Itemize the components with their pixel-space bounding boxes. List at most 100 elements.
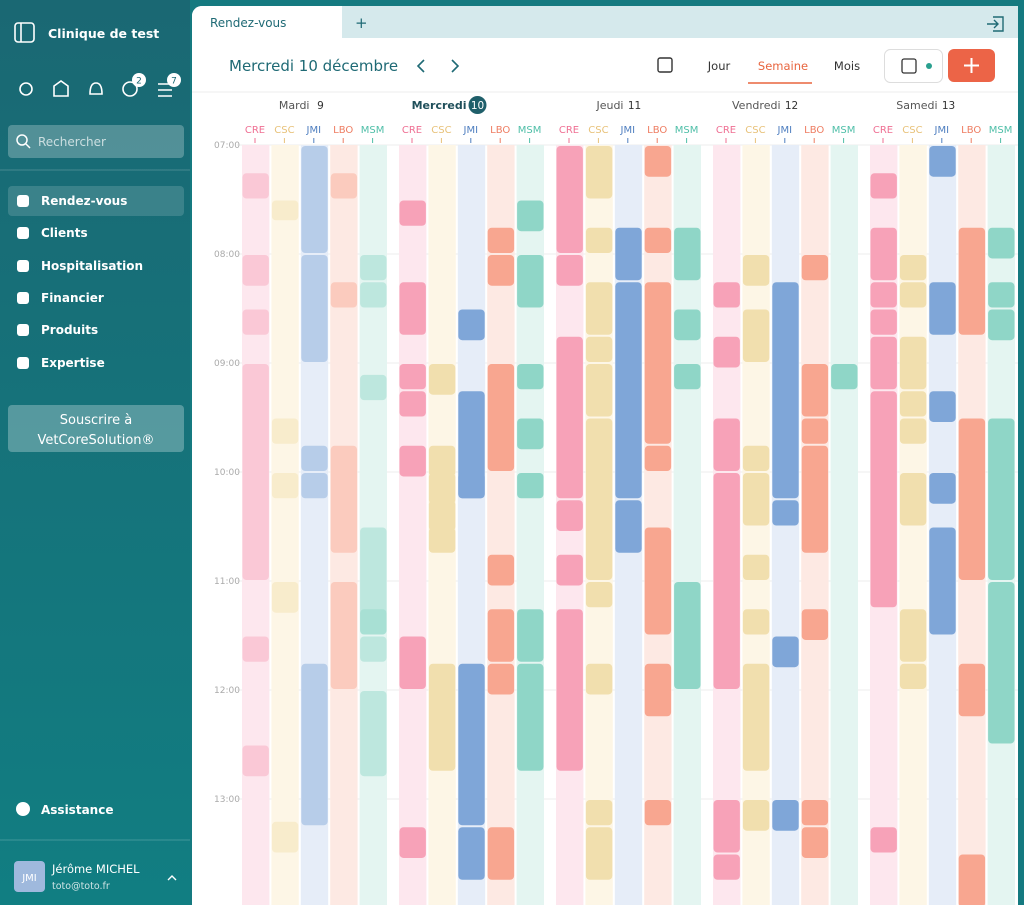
- appointment[interactable]: [801, 364, 829, 417]
- appointment[interactable]: [330, 173, 358, 199]
- appointment[interactable]: [713, 800, 740, 853]
- appointment[interactable]: [801, 255, 829, 281]
- appointment[interactable]: [870, 282, 897, 308]
- user-menu-toggle[interactable]: [167, 875, 177, 881]
- appointment[interactable]: [585, 800, 613, 826]
- appointment[interactable]: [428, 364, 456, 395]
- bell-icon[interactable]: [89, 82, 103, 95]
- appointment[interactable]: [271, 418, 299, 444]
- appointment[interactable]: [399, 200, 426, 226]
- appointment[interactable]: [556, 336, 583, 499]
- appointment[interactable]: [585, 282, 613, 335]
- help-link[interactable]: Assistance: [41, 803, 113, 817]
- appointment[interactable]: [330, 445, 358, 553]
- appointment[interactable]: [271, 821, 299, 853]
- appointment[interactable]: [899, 336, 927, 390]
- appointment[interactable]: [742, 609, 770, 635]
- appointment[interactable]: [360, 255, 387, 281]
- nav-item[interactable]: Clients: [8, 218, 184, 248]
- appointment[interactable]: [742, 255, 770, 286]
- appointment[interactable]: [870, 391, 897, 608]
- view-tab[interactable]: Mois: [834, 59, 860, 73]
- appointment[interactable]: [585, 364, 613, 417]
- appointment[interactable]: [615, 227, 642, 281]
- appointment[interactable]: [958, 418, 986, 581]
- appointment[interactable]: [242, 636, 269, 662]
- appointment[interactable]: [399, 282, 426, 335]
- appointment[interactable]: [301, 146, 328, 253]
- exit-icon[interactable]: [987, 16, 1004, 32]
- appointment[interactable]: [713, 854, 740, 880]
- appointment[interactable]: [958, 227, 986, 335]
- appointment[interactable]: [988, 309, 1015, 341]
- appointment[interactable]: [517, 663, 544, 771]
- nav-item[interactable]: Rendez-vous: [8, 186, 184, 216]
- appointment[interactable]: [556, 255, 583, 286]
- tasks-icon[interactable]: [158, 83, 172, 97]
- appointment[interactable]: [242, 255, 269, 286]
- appointment[interactable]: [428, 527, 456, 553]
- appointment[interactable]: [801, 418, 829, 444]
- appointment[interactable]: [517, 473, 544, 499]
- appointment[interactable]: [899, 609, 927, 662]
- subscribe-button[interactable]: [8, 405, 184, 452]
- appointment[interactable]: [713, 418, 740, 472]
- prev-button[interactable]: [416, 59, 425, 73]
- appointment[interactable]: [801, 827, 829, 858]
- appointment[interactable]: [301, 473, 328, 499]
- appointment[interactable]: [487, 227, 515, 253]
- appointment[interactable]: [360, 636, 387, 662]
- appointment[interactable]: [870, 309, 897, 335]
- add-tab[interactable]: +: [355, 14, 368, 32]
- appointment[interactable]: [487, 609, 515, 662]
- appointment[interactable]: [870, 827, 897, 853]
- appointment[interactable]: [399, 636, 426, 690]
- appointment[interactable]: [585, 146, 613, 199]
- appointment[interactable]: [458, 309, 485, 341]
- appointment[interactable]: [360, 374, 387, 401]
- appointment[interactable]: [271, 582, 299, 613]
- appointment[interactable]: [556, 500, 583, 531]
- appointment[interactable]: [399, 827, 426, 858]
- help-icon[interactable]: [16, 802, 30, 816]
- appointment[interactable]: [742, 473, 770, 526]
- appointment[interactable]: [517, 609, 544, 662]
- appointment[interactable]: [301, 255, 328, 362]
- appointment[interactable]: [988, 282, 1015, 308]
- appointment[interactable]: [585, 418, 613, 581]
- appointment[interactable]: [428, 473, 456, 504]
- appointment[interactable]: [772, 500, 799, 526]
- appointment[interactable]: [870, 227, 897, 281]
- nav-item[interactable]: Financier: [8, 283, 184, 313]
- appointment[interactable]: [487, 364, 515, 471]
- appointment[interactable]: [742, 663, 770, 771]
- appointment[interactable]: [644, 527, 672, 635]
- appointment[interactable]: [674, 364, 701, 390]
- nav-item[interactable]: Hospitalisation: [8, 251, 184, 281]
- appointment[interactable]: [360, 691, 387, 777]
- appointment[interactable]: [301, 445, 328, 471]
- appointment[interactable]: [929, 146, 956, 177]
- appointment[interactable]: [644, 663, 672, 717]
- appointment[interactable]: [428, 445, 456, 477]
- appointment[interactable]: [585, 336, 613, 362]
- appointment[interactable]: [271, 473, 299, 499]
- appointment[interactable]: [487, 554, 515, 586]
- appointment[interactable]: [330, 282, 358, 308]
- appointment[interactable]: [674, 227, 701, 281]
- appointment[interactable]: [360, 609, 387, 635]
- appointment[interactable]: [929, 473, 956, 504]
- next-button[interactable]: [451, 59, 460, 73]
- appointment[interactable]: [831, 364, 858, 390]
- settings-icon[interactable]: [19, 82, 33, 96]
- appointment[interactable]: [644, 445, 672, 471]
- appointment[interactable]: [674, 582, 701, 689]
- appointment[interactable]: [360, 527, 387, 635]
- appointment[interactable]: [399, 445, 426, 477]
- appointment[interactable]: [556, 609, 583, 771]
- appointment[interactable]: [929, 527, 956, 635]
- appointment[interactable]: [772, 282, 799, 499]
- appointment[interactable]: [870, 173, 897, 199]
- appointment[interactable]: [929, 391, 956, 422]
- appointment[interactable]: [301, 663, 328, 826]
